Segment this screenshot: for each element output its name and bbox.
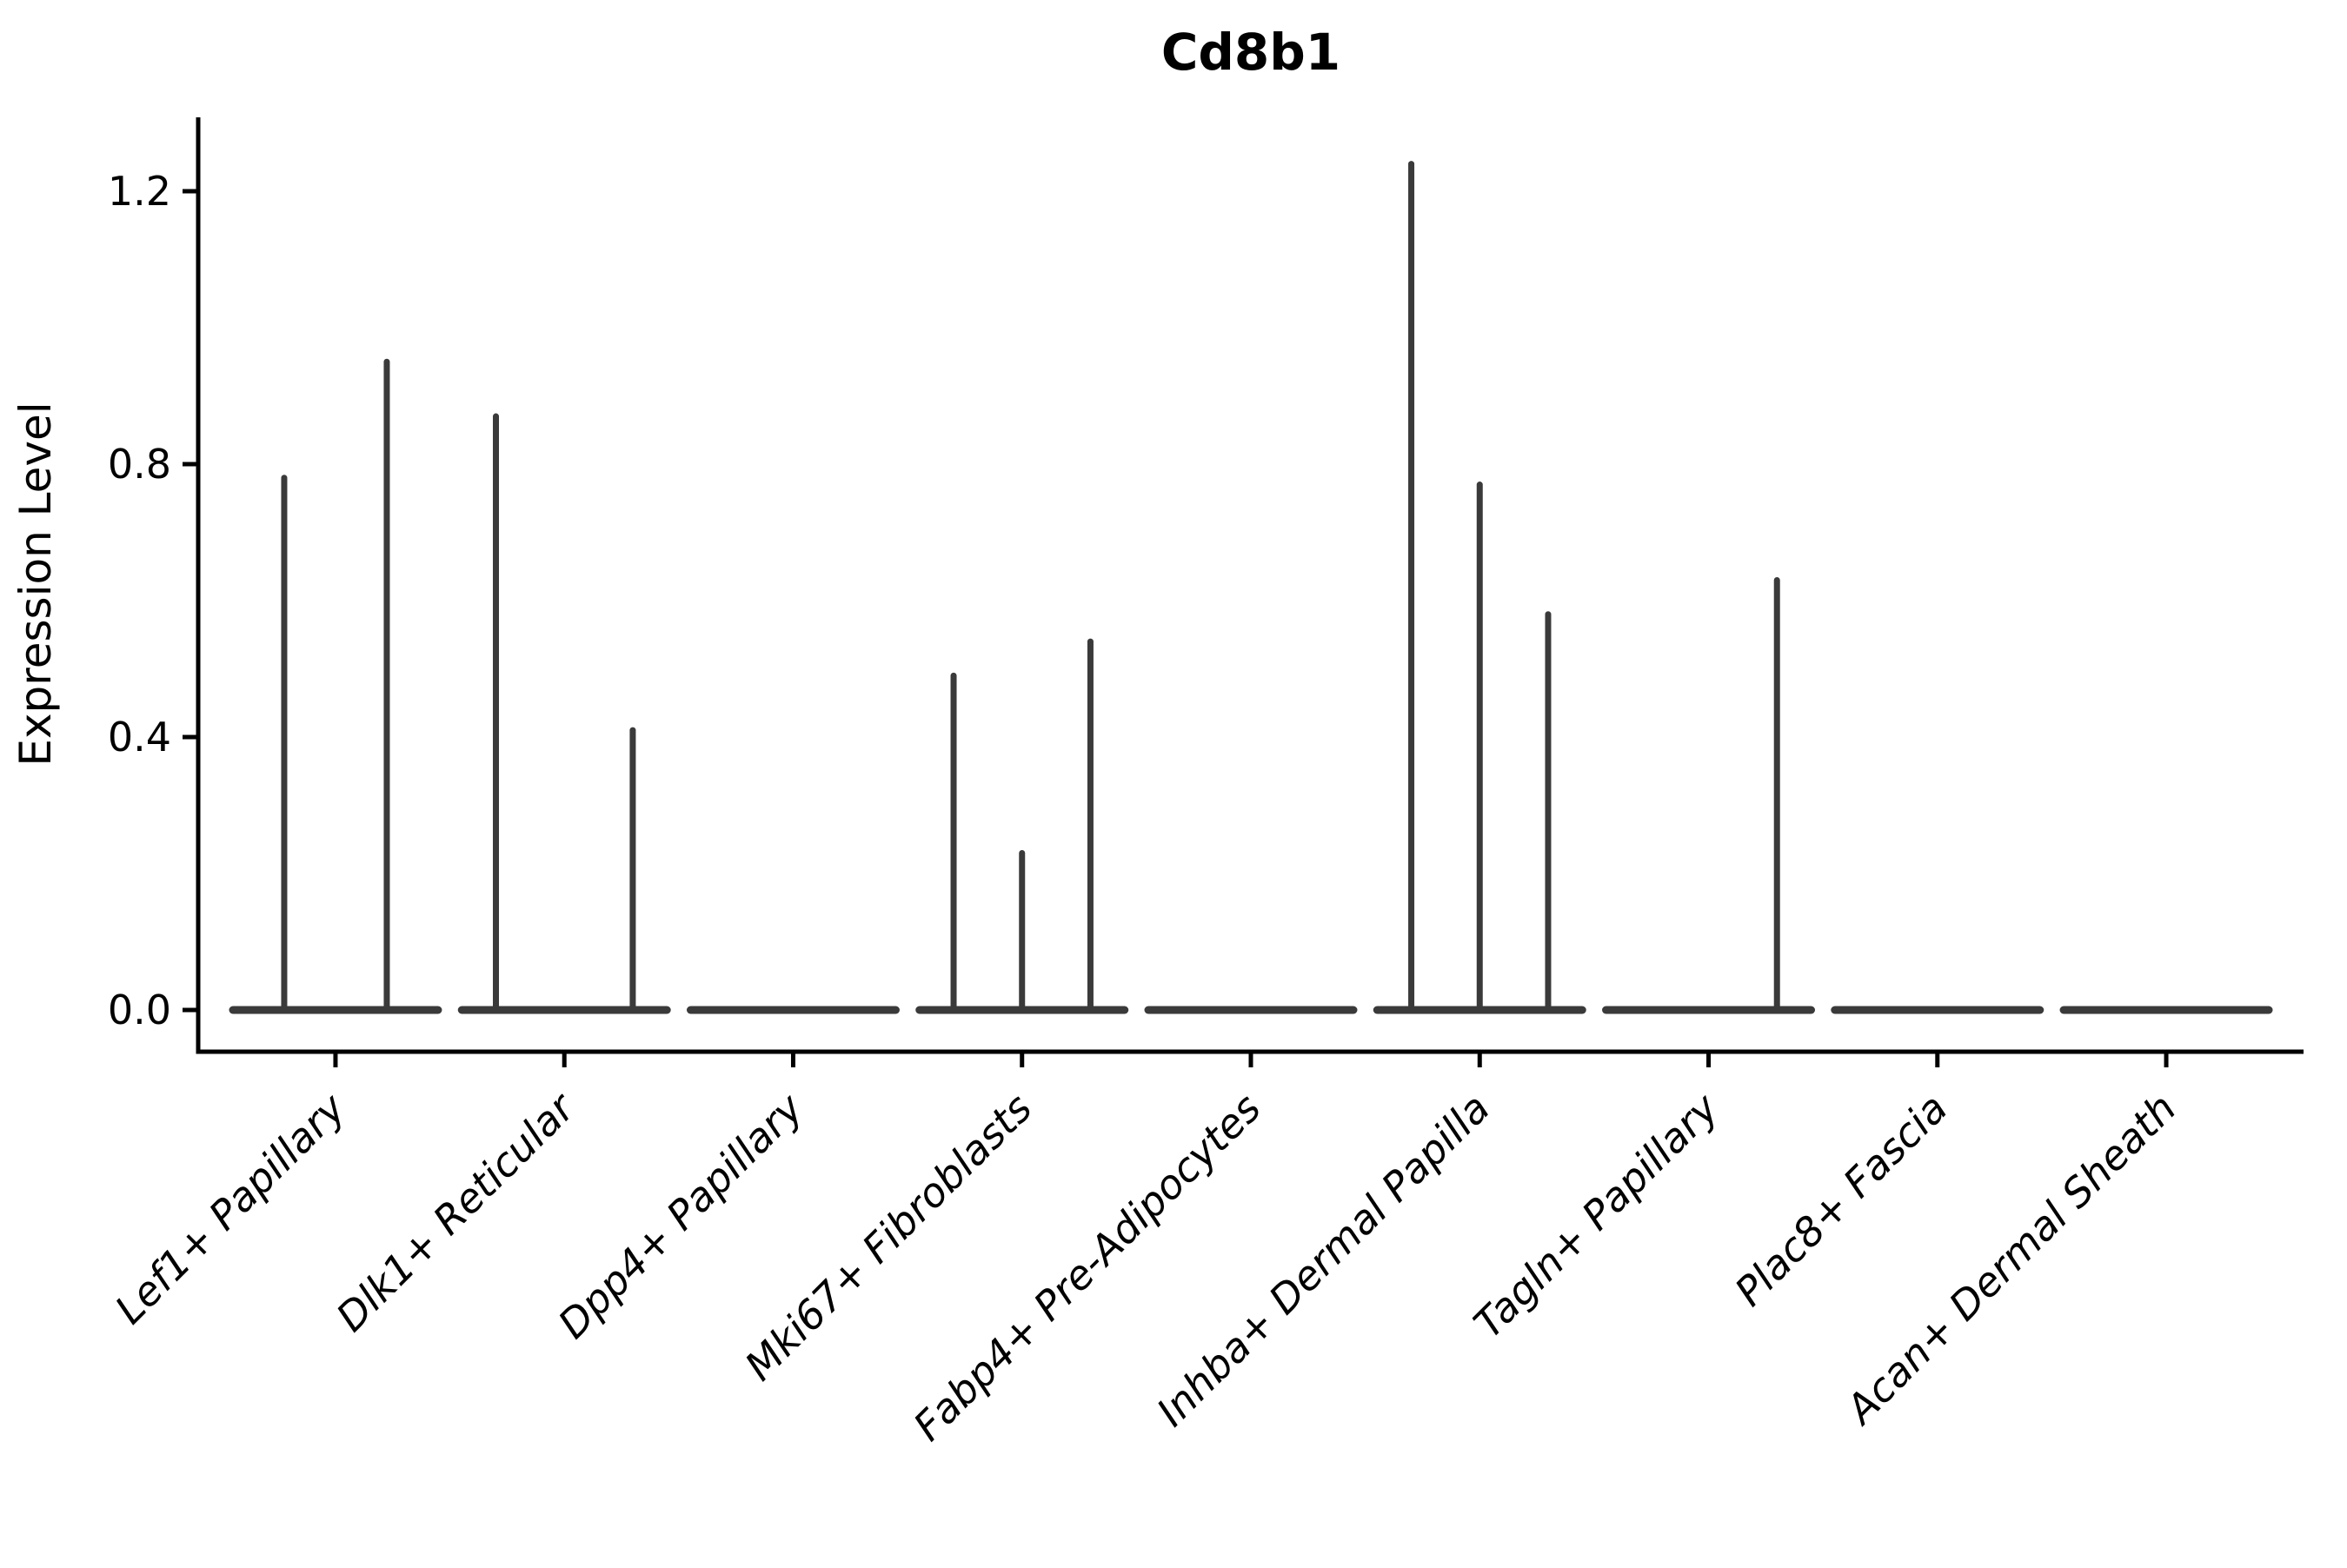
y-axis: 0.0 0.4 0.8 1.2	[108, 117, 201, 1052]
y-axis-label: Expression Level	[10, 402, 61, 766]
y-tick-label: 0.4	[108, 714, 171, 761]
violins-layer	[229, 161, 2273, 1014]
x-tick-label: Tagln+ Papillary	[1465, 1084, 1728, 1347]
x-tick-label: Dpp4+ Papillary	[549, 1084, 813, 1347]
y-tick-label: 1.2	[108, 168, 171, 215]
x-tick-label: Lef1+ Papillary	[106, 1084, 355, 1332]
x-tick-label: Plac8+ Fascia	[1725, 1085, 1956, 1315]
plot-title: Cd8b1	[1161, 23, 1340, 82]
x-tick-label: Dlk1+ Reticular	[327, 1082, 585, 1340]
y-tick-label: 0.8	[108, 441, 171, 488]
y-tick-label: 0.0	[108, 987, 171, 1033]
